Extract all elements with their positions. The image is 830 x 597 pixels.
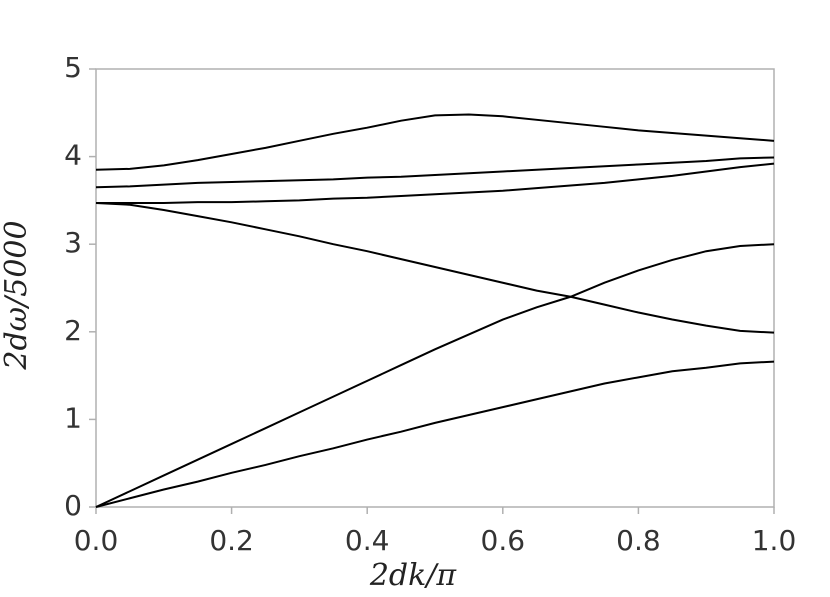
y-axis-label: 2dω/5000 — [0, 220, 34, 370]
series-line — [95, 113, 775, 171]
x-tick-label: 0.2 — [209, 524, 254, 557]
y-tick-label: 0 — [64, 489, 82, 522]
x-tick-label: 0.8 — [616, 524, 661, 557]
series-line — [95, 202, 775, 334]
series-line — [96, 162, 775, 205]
series-line — [95, 243, 775, 508]
y-tick-label: 5 — [64, 51, 82, 84]
series-line — [95, 360, 775, 508]
x-axis-label: 2dk/π — [369, 558, 458, 593]
y-tick-label: 4 — [64, 139, 82, 172]
x-tick-label: 0.4 — [345, 524, 390, 557]
plot-frame — [95, 68, 775, 508]
x-tick-label: 0.6 — [481, 524, 526, 557]
y-tick-label: 1 — [64, 401, 82, 434]
y-tick-label: 3 — [64, 226, 82, 259]
x-tick-label: 1.0 — [752, 524, 797, 557]
x-tick-label: 0.0 — [74, 524, 119, 557]
series-line — [95, 156, 775, 189]
y-tick-label: 2 — [64, 314, 82, 347]
